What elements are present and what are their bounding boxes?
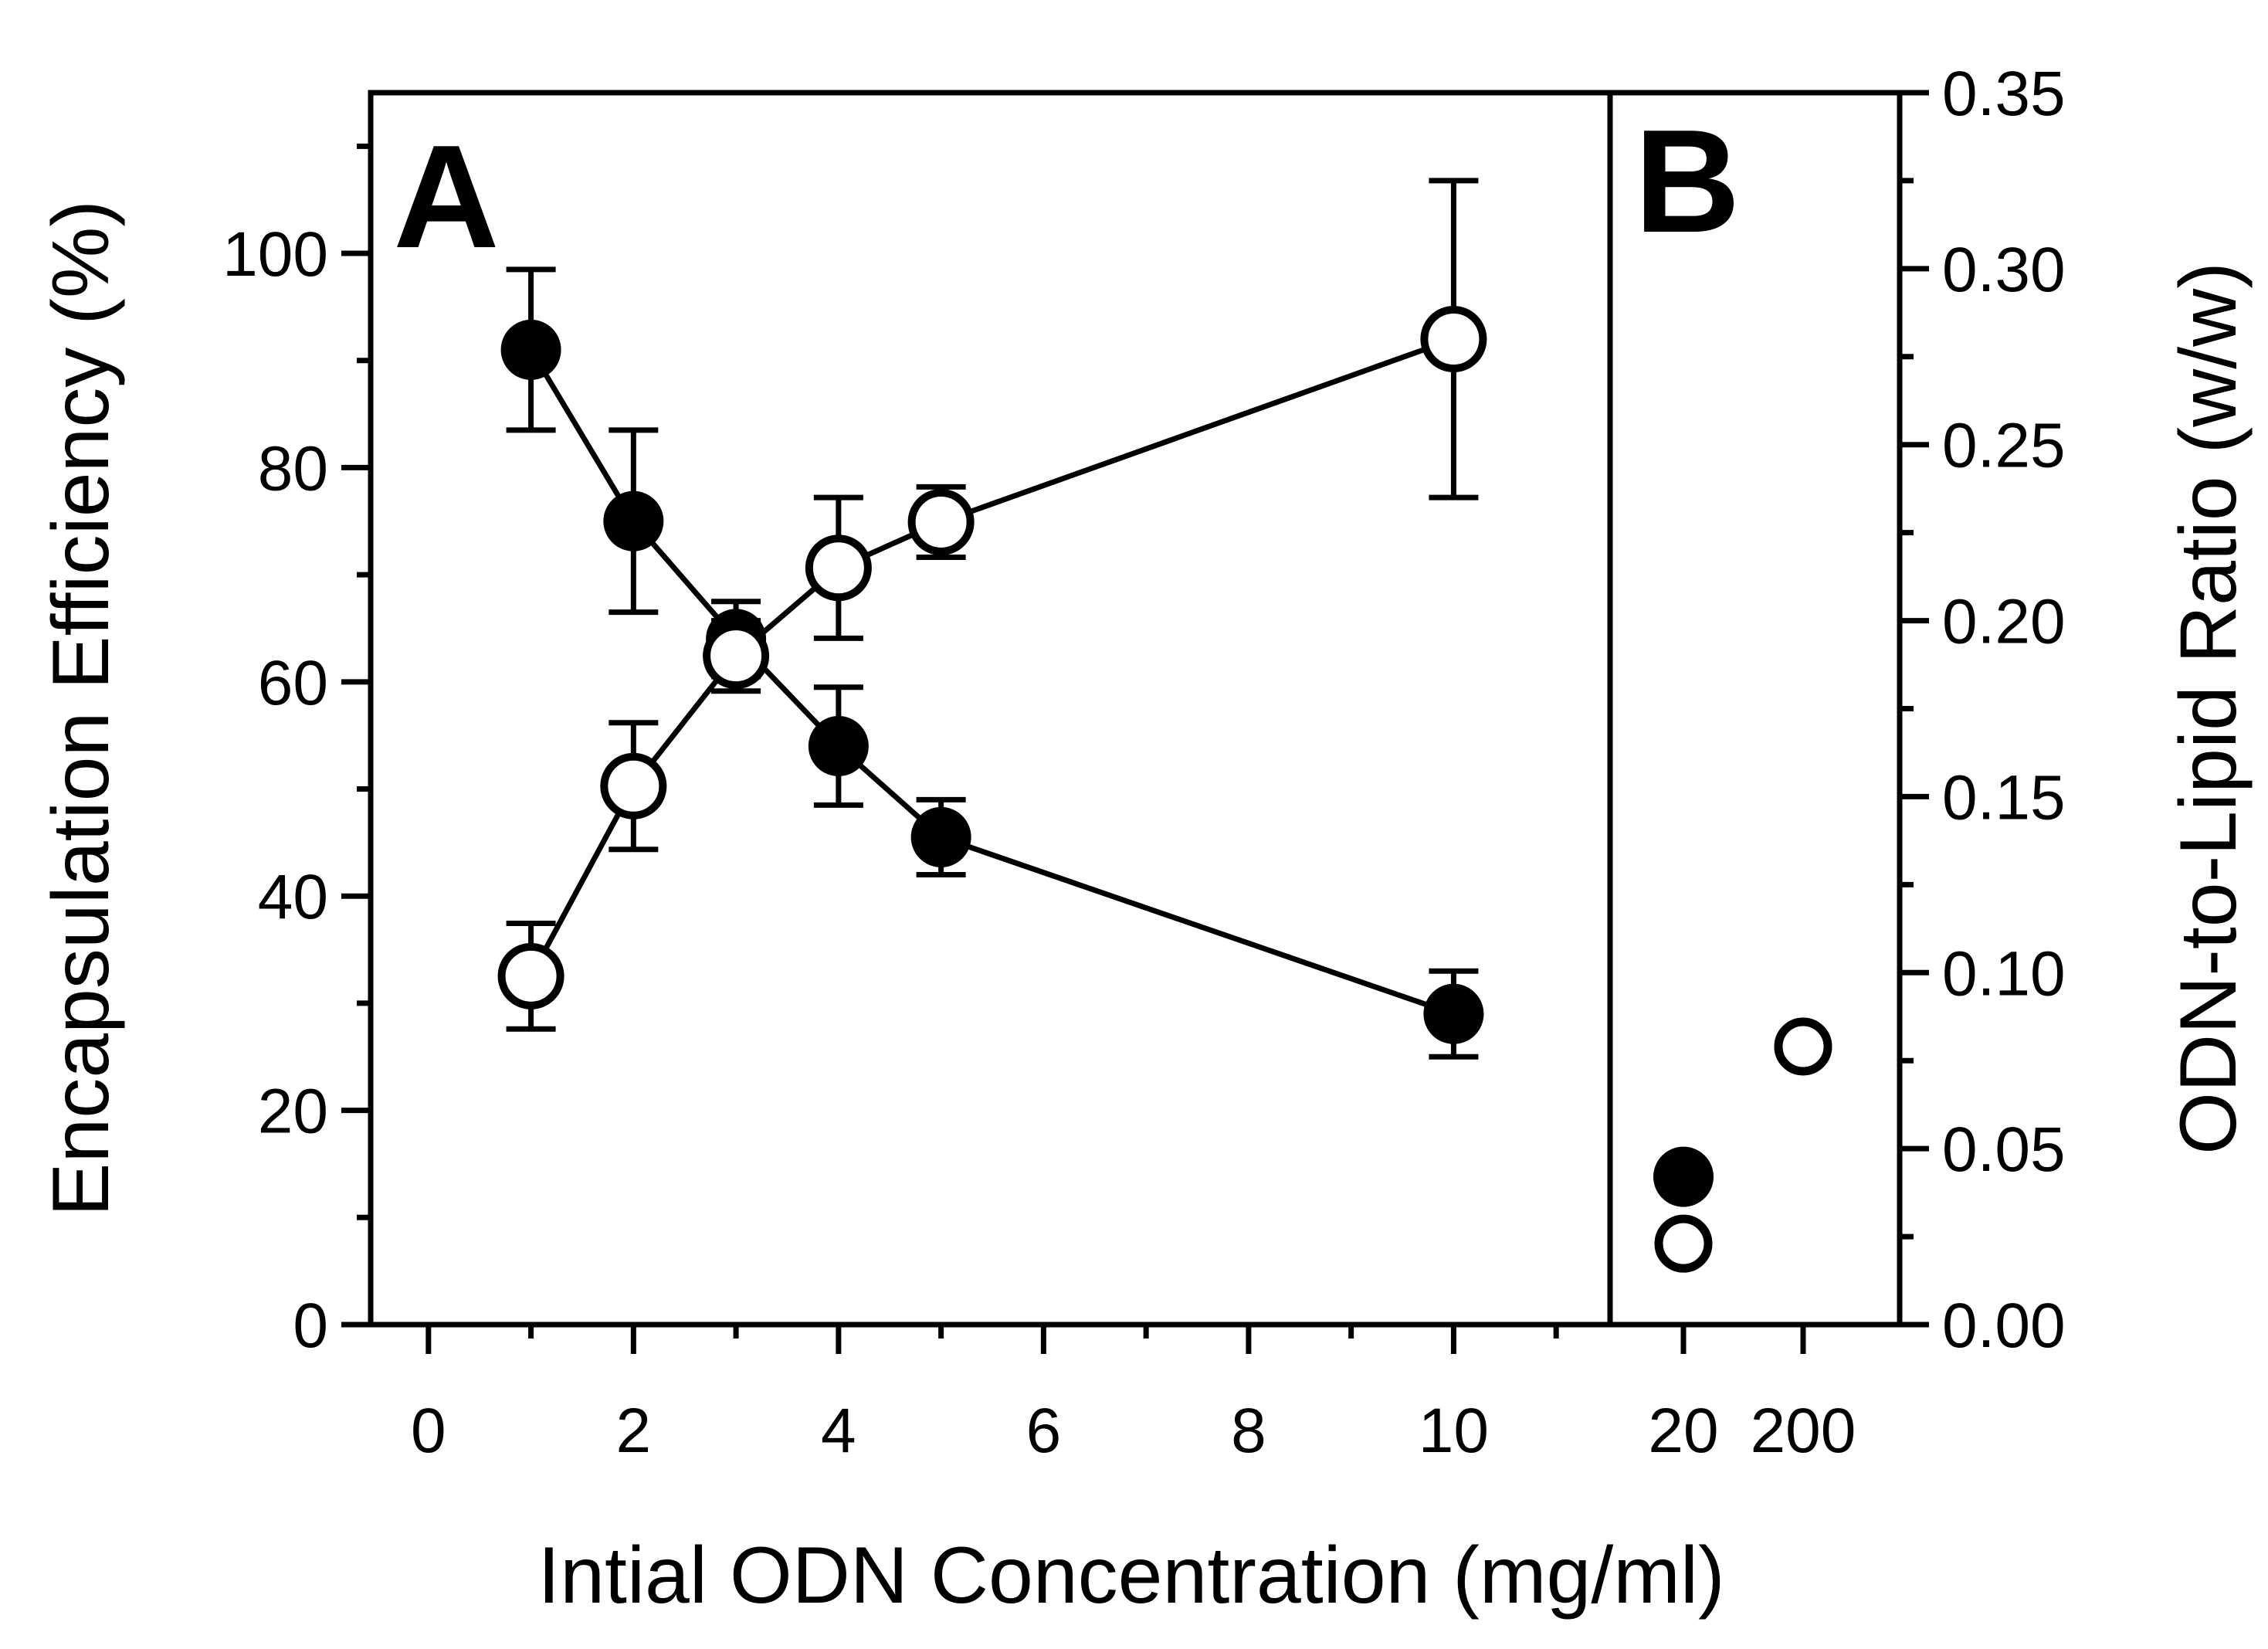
y2-tick-label: 0.30	[1942, 235, 2066, 305]
y2-tick-label: 0.00	[1942, 1291, 2066, 1361]
data-point-open	[703, 623, 770, 690]
y2-tick-label: 0.10	[1942, 938, 2066, 1009]
series-line-filled	[528, 348, 1455, 1017]
y2-tick-label: 0.20	[1942, 587, 2066, 657]
series-lines	[528, 336, 1455, 1017]
data-point-filled	[910, 806, 971, 867]
y-axis-title: Encapsulation Efficiency (%)	[36, 200, 126, 1216]
x-tick-label: 2	[616, 1396, 652, 1466]
data-point-open	[805, 534, 872, 602]
y-tick-label: 20	[258, 1077, 328, 1147]
y-tick-label: 80	[258, 433, 328, 504]
x-tick-label: 10	[1419, 1396, 1489, 1466]
data-point-filled	[500, 319, 561, 380]
y2-tick-label: 0.15	[1942, 762, 2066, 833]
y2-tick-label: 0.25	[1942, 411, 2066, 481]
text-labels: 0204060801000.000.050.100.150.200.250.30…	[36, 59, 2253, 1620]
y-tick-label: 100	[222, 219, 328, 290]
data-points	[497, 306, 1832, 1273]
y-tick-label: 0	[293, 1291, 328, 1361]
x-tick-label: 20	[1648, 1396, 1718, 1466]
x-axis-title: Intial ODN Concentration (mg/ml)	[537, 1531, 1724, 1620]
data-point-filled	[603, 490, 664, 551]
x-tick-label: 0	[411, 1396, 446, 1466]
data-point-b-open	[1654, 1214, 1713, 1273]
data-point-b-filled	[1653, 1146, 1714, 1207]
panel-label-a: A	[393, 115, 499, 279]
panel-label-b: B	[1634, 100, 1740, 263]
x-tick-label: 4	[821, 1396, 856, 1466]
y-tick-label: 40	[258, 862, 328, 932]
axis-ticks	[341, 90, 1929, 1354]
data-point-open	[497, 942, 564, 1009]
plot-frame	[368, 90, 1903, 1328]
error-bars	[506, 178, 1479, 1060]
data-point-open	[600, 752, 667, 819]
data-point-filled	[808, 716, 869, 777]
x-tick-label: 200	[1751, 1396, 1856, 1466]
x-tick-label: 6	[1026, 1396, 1062, 1466]
y2-axis-title: ODN-to-Lipid Ratio (w/w)	[2164, 262, 2253, 1155]
y2-tick-label: 0.05	[1942, 1115, 2066, 1185]
series-line-open	[528, 336, 1455, 978]
y2-tick-label: 0.35	[1942, 59, 2066, 129]
plot-border	[368, 90, 1903, 1328]
data-point-b-open	[1774, 1017, 1832, 1076]
x-tick-label: 8	[1231, 1396, 1266, 1466]
data-point-filled	[1423, 983, 1484, 1044]
data-point-open	[907, 488, 975, 555]
data-point-open	[1420, 306, 1487, 372]
y-tick-label: 60	[258, 648, 328, 718]
